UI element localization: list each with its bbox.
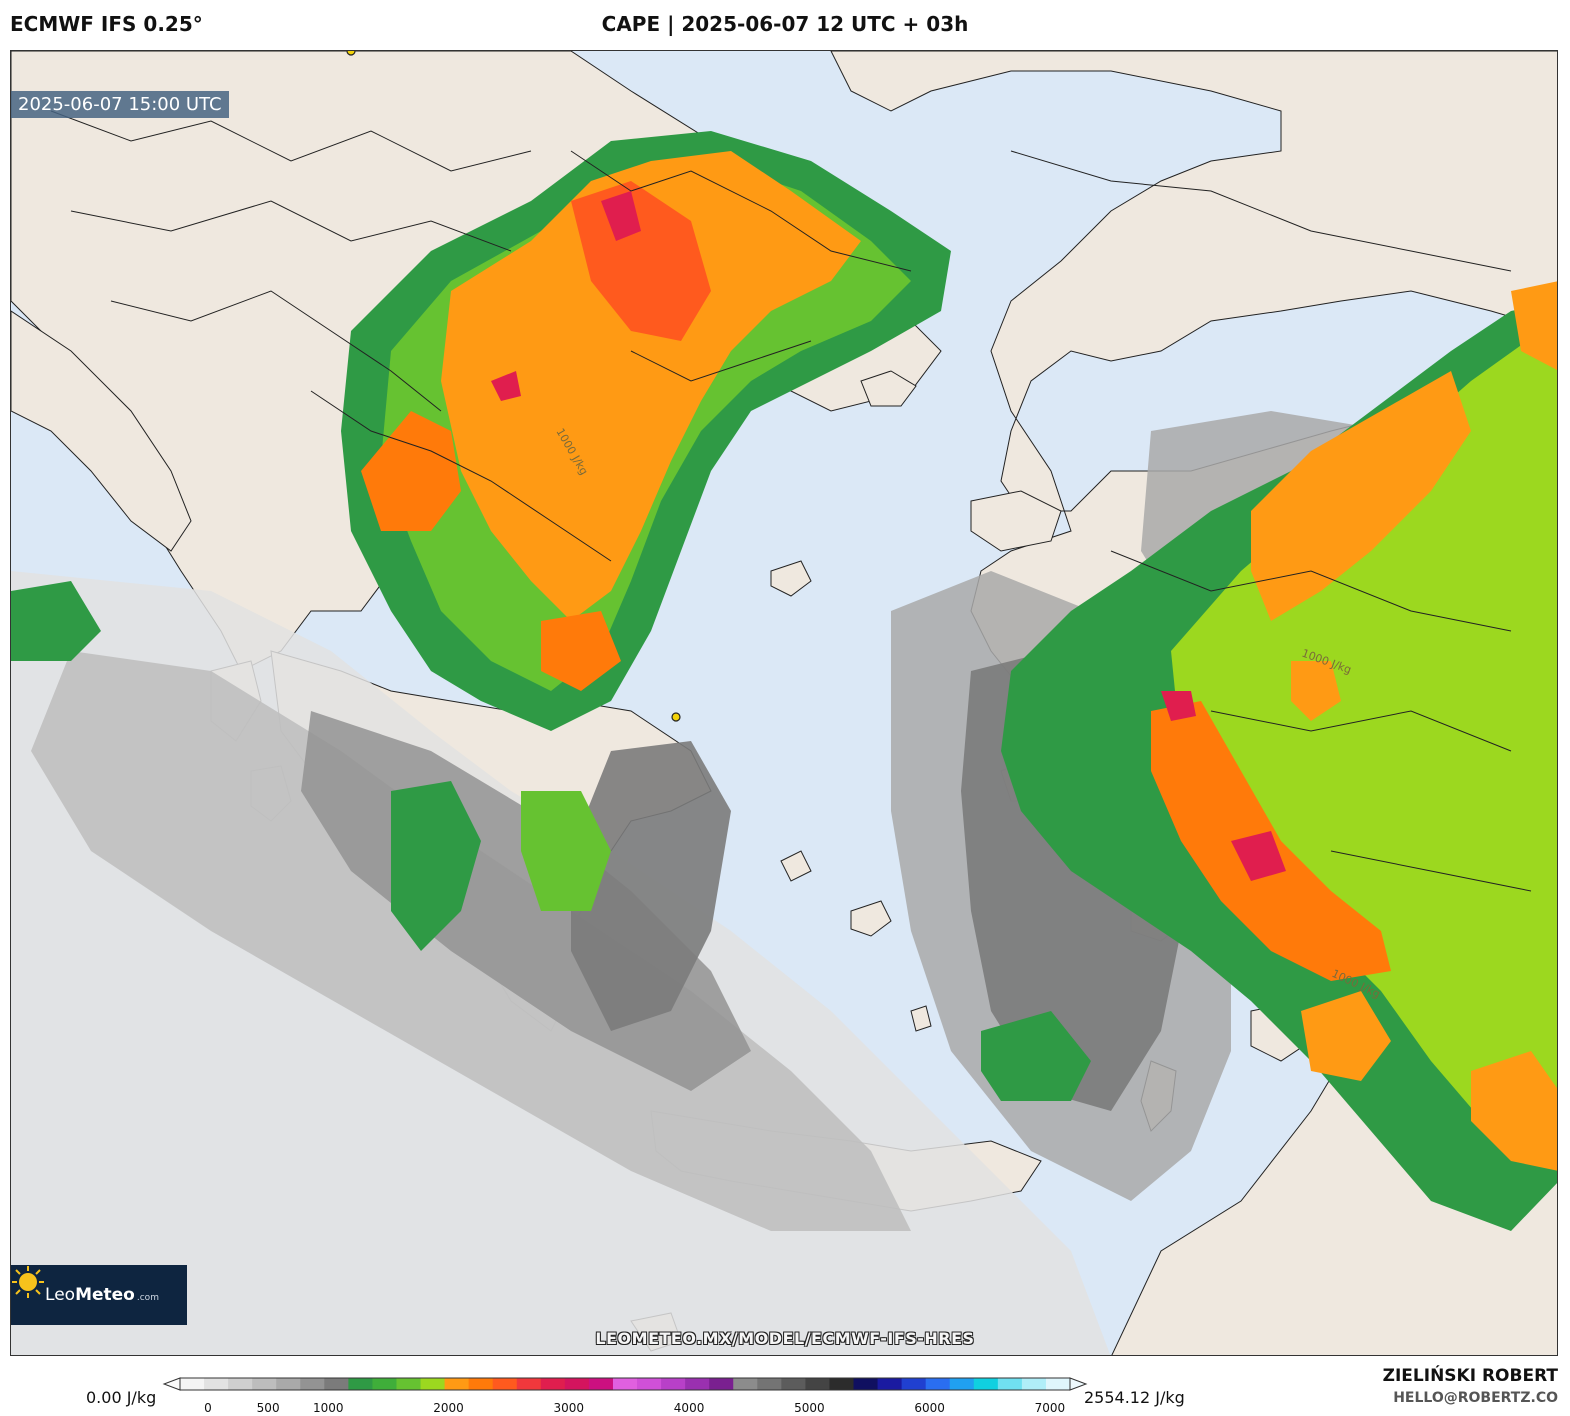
colorbar-tick-label: 0 <box>204 1401 212 1415</box>
border-lines <box>50 110 1532 892</box>
colorbar-segment <box>348 1378 373 1390</box>
colorbar-tick-label: 6000 <box>914 1401 945 1415</box>
colorbar-segment <box>757 1378 782 1390</box>
colorbar-segment <box>997 1378 1023 1390</box>
colorbar-segment <box>901 1378 927 1390</box>
colorbar-segment <box>829 1378 855 1390</box>
colorbar-segment <box>661 1378 686 1390</box>
colorbar-segment <box>324 1378 349 1390</box>
colorbar-segment <box>637 1378 662 1390</box>
colorbar-segment <box>540 1378 566 1390</box>
model-title: ECMWF IFS 0.25° <box>10 12 203 36</box>
colorbar-segment <box>685 1378 710 1390</box>
colorbar-segment <box>468 1378 494 1390</box>
colorbar-segment <box>396 1378 422 1390</box>
colorbar-segment <box>853 1378 879 1390</box>
map-canvas: 1000 J/kg 1000 J/kg 1000 J/kg <box>11 51 1557 1355</box>
colorbar-segment <box>805 1378 830 1390</box>
colorbar-tick-label: 4000 <box>674 1401 705 1415</box>
sun-icon <box>12 1266 44 1298</box>
colorbar-segment <box>204 1378 229 1390</box>
colorbar-max-label: 2554.12 J/kg <box>1084 1388 1185 1407</box>
colorbar-segment <box>300 1378 325 1390</box>
colorbar-segment <box>588 1378 614 1390</box>
colorbar-frame <box>179 1377 1071 1391</box>
colorbar-min-label: 0.00 J/kg <box>86 1388 157 1407</box>
leometeo-logo[interactable]: LeoMeteo .com <box>11 1265 187 1325</box>
colorbar-segment <box>564 1378 590 1390</box>
colorbar-segment <box>516 1378 542 1390</box>
colorbar-segment <box>1045 1378 1071 1390</box>
colorbar-tick-label: 7000 <box>1035 1401 1066 1415</box>
watermark-url: LEOMETEO.MX/MODEL/ECMWF-IFS-HRES <box>595 1329 975 1348</box>
colorbar-segment <box>492 1378 518 1390</box>
colorbar-segment <box>228 1378 253 1390</box>
italy-land <box>11 310 192 552</box>
station-marker[interactable] <box>346 51 356 56</box>
colorbar-tick-label: 500 <box>257 1401 280 1415</box>
colorbar-min-arrow <box>162 1377 181 1391</box>
colorbar-tick-label: 1000 <box>313 1401 344 1415</box>
valid-time-badge: 2025-06-07 15:00 UTC <box>11 91 229 118</box>
colorbar-segment <box>612 1378 638 1390</box>
colorbar-segment <box>444 1378 470 1390</box>
syros-island <box>780 850 812 882</box>
colorbar-segment <box>781 1378 806 1390</box>
thasos-island <box>860 370 917 407</box>
colorbar-tick-label: 5000 <box>794 1401 825 1415</box>
colorbar-segment <box>925 1378 951 1390</box>
colorbar-segment <box>877 1378 903 1390</box>
colorbar-segment <box>733 1378 758 1390</box>
station-marker[interactable] <box>671 712 681 722</box>
lemnos-island <box>770 560 812 597</box>
naxos-island <box>850 900 892 937</box>
lesbos-island <box>970 490 1062 552</box>
colorbar-segment <box>372 1378 397 1390</box>
chart-title: CAPE | 2025-06-07 12 UTC + 03h <box>601 12 969 36</box>
colorbar-segment <box>252 1378 277 1390</box>
colorbar-tick-label: 2000 <box>433 1401 464 1415</box>
author-credit: ZIELIŃSKI ROBERT <box>1382 1366 1558 1386</box>
colorbar-segment <box>276 1378 301 1390</box>
colorbar-segment <box>420 1378 446 1390</box>
colorbar-segment <box>949 1378 975 1390</box>
colorbar-segment <box>1021 1378 1047 1390</box>
santorini-island <box>910 1005 932 1032</box>
colorbar: 0 500 1000 2000 3000 4000 5000 6000 7000 <box>162 1377 1088 1415</box>
cape-map[interactable]: 1000 J/kg 1000 J/kg 1000 J/kg 2025-06-07… <box>10 50 1558 1356</box>
cape-high-layer <box>361 151 1557 1171</box>
colorbar-segment <box>180 1378 205 1390</box>
colorbar-segment <box>973 1378 999 1390</box>
colorbar-segment <box>709 1378 734 1390</box>
colorbar-tick-label: 3000 <box>554 1401 585 1415</box>
author-email: HELLO@ROBERTZ.CO <box>1393 1390 1558 1406</box>
logo-wordmark: LeoMeteo .com <box>45 1285 159 1305</box>
